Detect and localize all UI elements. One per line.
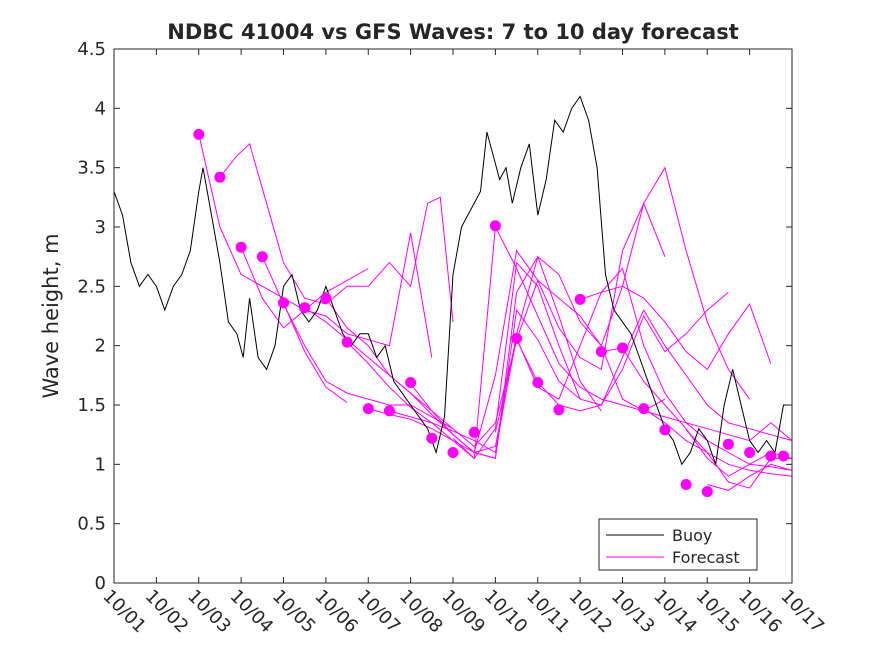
x-tick-label: 10/06 [310,586,362,638]
x-tick-label: 10/04 [226,586,278,638]
forecast-line-8 [346,261,581,460]
forecast-marker-9 [362,403,374,415]
y-tick-label: 4 [95,98,106,119]
x-tick-label: 10/02 [141,586,193,638]
forecast-marker-6 [299,302,311,314]
forecast-marker-7 [320,292,332,304]
buoy-line [113,95,792,466]
forecast-line-4 [261,256,454,430]
forecast-marker-10 [383,405,395,417]
x-tick-label: 10/01 [98,586,150,638]
forecast-line-9 [368,202,666,454]
forecast-marker-24 [680,479,692,490]
y-tick-label: 1.5 [77,395,106,416]
forecast-marker-1 [193,128,205,140]
forecast-line-15 [579,285,772,371]
forecast-marker-23 [659,424,671,436]
forecast-marker-26 [722,438,734,450]
forecast-marker-18 [553,404,565,416]
series-layer [113,95,793,498]
y-tick-label: 3.5 [77,158,106,179]
plot-area [113,48,793,584]
y-tick-label: 3 [95,217,106,238]
forecast-marker-28 [765,450,777,462]
y-tick-label: 0 [95,573,106,594]
x-tick-label: 10/17 [776,586,828,638]
x-tick-label: 10/11 [522,586,574,638]
forecast-line-5 [283,302,348,404]
forecast-line-16 [601,347,793,477]
forecast-marker-29 [778,450,789,462]
forecast-marker-11 [405,377,417,388]
x-tick-label: 10/10 [480,586,532,638]
plot-background [114,49,792,583]
forecast-marker-22 [638,403,650,415]
forecast-marker-12 [426,432,438,444]
x-tick-label: 10/03 [183,586,235,638]
x-tick-label: 10/08 [395,586,447,638]
forecast-marker-20 [595,346,607,358]
y-tick-label: 4.5 [77,39,106,60]
forecast-marker-14 [468,426,480,438]
y-tick-label: 0.5 [77,514,106,535]
forecast-marker-13 [447,447,459,458]
forecast-marker-27 [744,447,756,458]
forecast-marker-8 [341,336,353,348]
x-tick-label: 10/09 [437,586,489,638]
legend-buoy-label: Buoy [672,526,712,545]
forecast-line-13 [474,267,793,471]
forecast-marker-25 [701,486,713,498]
forecast-marker-15 [489,220,501,232]
x-tick-label: 10/05 [268,586,320,638]
y-tick-label: 1 [95,454,106,475]
forecast-marker-21 [617,342,628,354]
forecast-marker-19 [574,293,586,305]
y-tick-label: 2.5 [77,276,106,297]
chart-title: NDBC 41004 vs GFS Waves: 7 to 10 day for… [167,20,738,44]
x-tick-label: 10/16 [734,586,786,638]
forecast-marker-17 [532,377,544,388]
forecast-line-12 [452,225,793,460]
legend: Buoy Forecast [598,518,758,571]
forecast-marker-16 [511,333,523,344]
x-tick-label: 10/13 [607,586,659,638]
forecast-line-19 [707,463,793,491]
x-tick-label: 10/14 [649,586,701,638]
forecast-marker-5 [278,297,289,309]
legend-box [598,518,758,571]
forecast-line-14 [494,309,793,442]
forecast-line-10 [389,166,751,454]
y-axis-label: Wave height, m [39,233,63,398]
x-tick-label: 10/12 [565,586,617,638]
forecast-line-3 [240,232,433,358]
forecast-marker-4 [256,251,268,263]
y-tick-label: 2 [95,336,106,357]
legend-forecast-label: Forecast [672,548,740,567]
forecast-marker-2 [214,171,226,183]
x-tick-label: 10/07 [353,586,405,638]
forecast-marker-3 [235,241,247,253]
forecast-line-2 [219,142,454,322]
forecast-line-11 [410,291,729,460]
x-tick-label: 10/15 [692,586,744,638]
